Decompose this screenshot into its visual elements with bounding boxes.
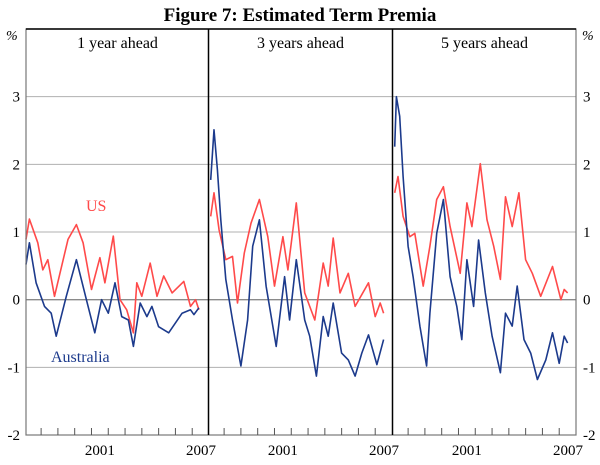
x-tick-label: 2001 [85,443,115,459]
series-line-us-panel-1 [25,218,200,334]
x-tick-label: 2001 [268,443,298,459]
panel-title: 5 years ahead [441,35,528,52]
y-tick-label-right: 2 [583,157,591,173]
y-tick-label-left: 0 [13,293,21,309]
panel-title: 3 years ahead [257,35,344,52]
chart-title: Figure 7: Estimated Term Premia [164,5,437,26]
y-tick-label-right: -2 [583,428,596,444]
y-unit-right: % [582,29,594,44]
y-tick-label-right: 3 [583,90,591,106]
series-line-australia-panel-1 [25,242,200,348]
legend-label-us: US [86,198,106,215]
y-unit-left: % [6,29,18,44]
y-tick-label-left: 3 [13,90,21,106]
panel-title: 1 year ahead [77,35,158,52]
y-tick-label-left: -1 [8,360,21,376]
series-line-australia-panel-3 [393,95,569,381]
y-tick-label-right: 1 [583,225,591,241]
y-tick-label-left: 2 [13,157,21,173]
x-tick-label: 2007 [553,443,584,459]
legend-label-australia: Australia [51,349,110,366]
series-line-us-panel-3 [393,162,569,301]
y-tick-label-left: -2 [8,428,21,444]
y-tick-label-right: 0 [583,293,591,309]
x-tick-label: 2007 [186,443,217,459]
x-tick-label: 2001 [452,443,482,459]
series-line-australia-panel-2 [209,129,385,377]
series-line-us-panel-2 [209,192,385,321]
y-tick-label-left: 1 [13,225,21,241]
y-tick-label-right: -1 [583,360,596,376]
x-tick-label: 2007 [369,443,400,459]
